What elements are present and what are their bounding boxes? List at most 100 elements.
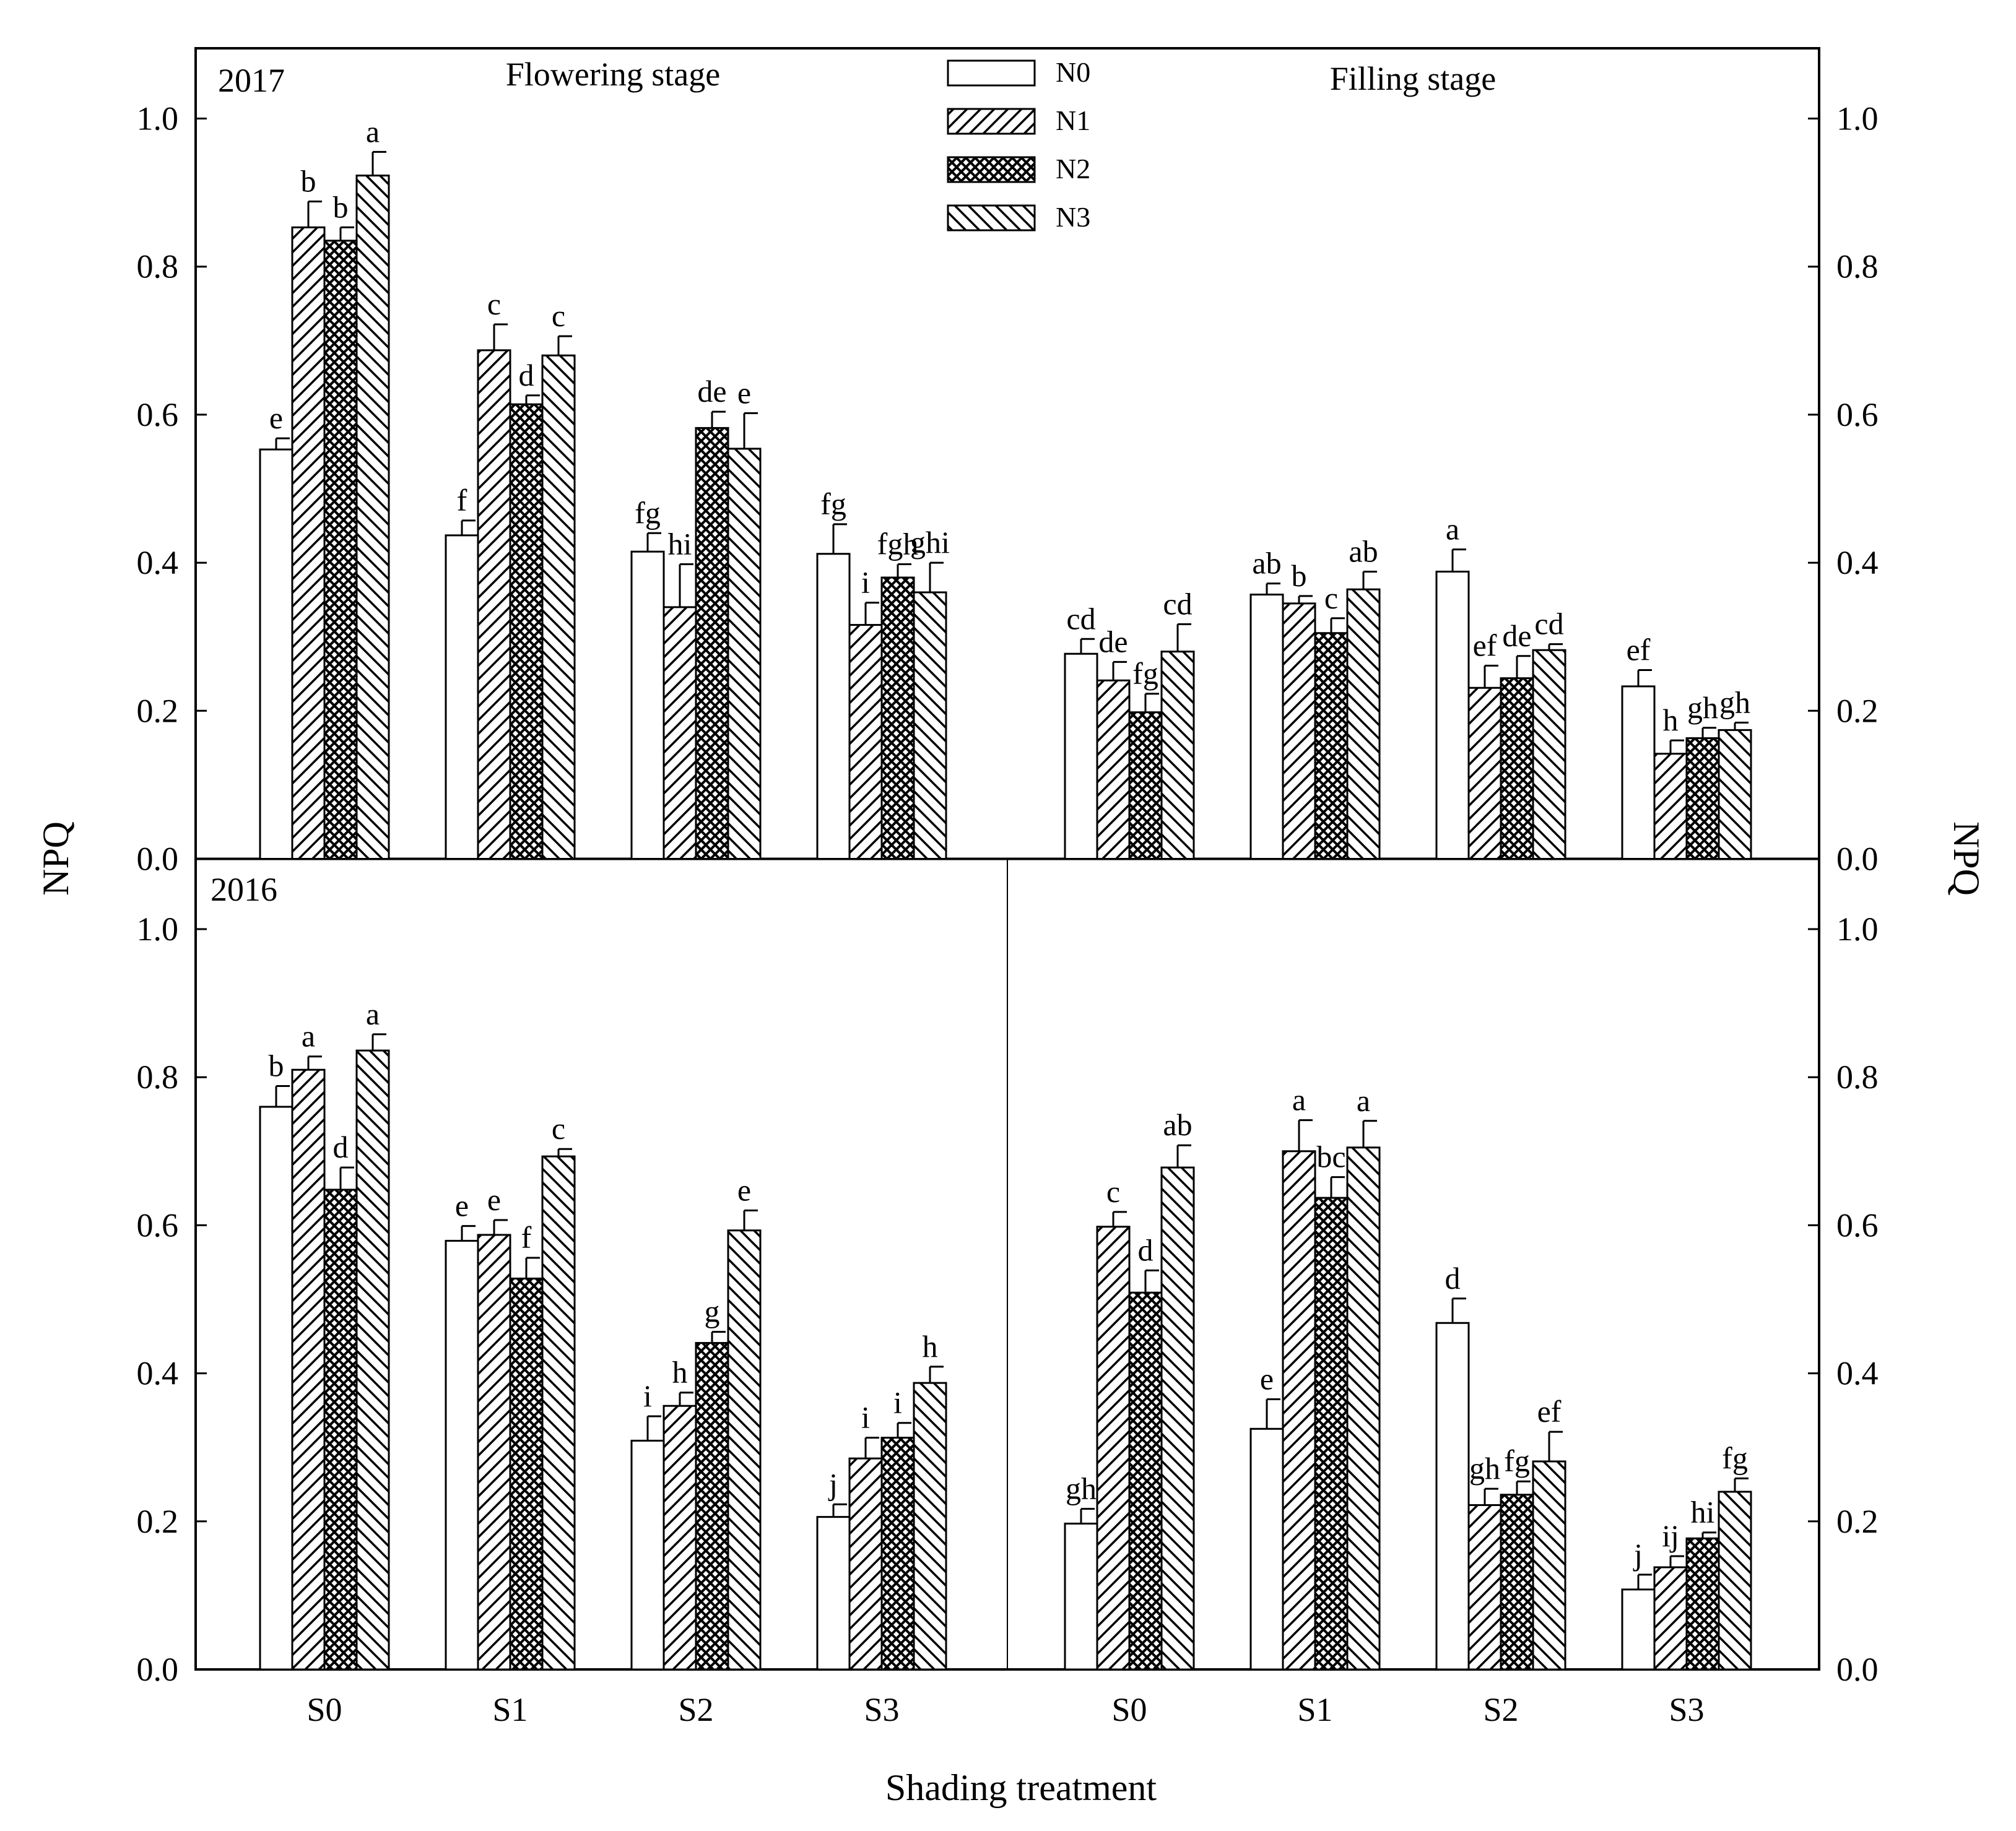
bar-2017-filling-S3-N1 [1653,753,1688,860]
y-tick-label-left: 1.0 [137,911,179,948]
bar-2016-flowering-S3-N1 [848,1457,883,1671]
bar-2016-filling-S0-N1 [1096,1226,1131,1671]
category-labels: S0 S1 S2 S3 S0 S1 S2 S3 [306,1691,1704,1728]
significance-label: e [737,1172,751,1207]
bar-2017-flowering-S2-N2 [695,426,729,860]
stage-title-filling: Filling stage [1330,60,1497,97]
bar-2016-filling-S1-N1 [1282,1150,1316,1671]
significance-label: fg [820,487,846,521]
significance-label: a [366,997,380,1031]
y-tick-label-left: 0.4 [137,1355,179,1392]
significance-label: a [1292,1083,1306,1117]
significance-label: gh [1469,1451,1500,1486]
bar-2017-flowering-S1-N0 [445,534,479,860]
bar-2017-filling-S2-N1 [1467,686,1502,860]
significance-label: h [923,1329,938,1364]
significance-label: fg [1722,1440,1748,1475]
bar-2016-filling-S1-N0 [1249,1427,1284,1671]
bar-2016-flowering-S2-N1 [663,1405,697,1671]
significance-label: d [1138,1232,1154,1267]
bar-2017-flowering-S1-N1 [477,349,511,860]
y-tick-label-left: 1.0 [137,100,179,137]
bar-2017-flowering-S0-N3 [355,175,390,860]
y-tick-label-right: 0.4 [1836,544,1879,581]
significance-label: ghi [910,525,950,560]
significance-label: c [552,1111,565,1146]
significance-label: de [1502,618,1531,653]
significance-label: cd [1066,601,1095,636]
bar-2016-filling-S3-N2 [1685,1537,1720,1671]
bar-2016-flowering-S2-N3 [727,1229,762,1671]
significance-label: d [333,1130,349,1164]
x-tick-label: S1 [492,1691,528,1728]
bar-2016-filling-S2-N3 [1532,1460,1566,1671]
significance-label: ij [1662,1518,1679,1553]
bar-2017-flowering-S2-N3 [727,448,762,860]
x-tick-label: S2 [1483,1691,1518,1728]
significance-label: fg [1504,1444,1530,1478]
significance-label: i [861,565,870,600]
bar-2016-filling-S2-N0 [1435,1322,1470,1671]
bar-2017-filling-S0-N1 [1096,679,1131,860]
bar-2016-flowering-S1-N3 [541,1155,576,1671]
bar-2016-flowering-S1-N2 [509,1278,544,1671]
y-tick-label-right: 0.2 [1836,1503,1879,1540]
y-tick-label-right: 0.8 [1836,1058,1879,1096]
significance-label: ef [1627,633,1651,667]
bar-2016-filling-S2-N2 [1500,1494,1534,1671]
bar-2016-flowering-S3-N0 [816,1516,851,1671]
panel-year-label-bottom: 2016 [211,871,277,908]
y-tick-label-left: 0.2 [137,1503,179,1540]
legend-swatch-N0 [947,59,1036,87]
bar-2016-filling-S3-N0 [1621,1588,1656,1671]
significance-label: c [552,298,565,333]
significance-label: cd [1534,607,1563,641]
significance-label: d [1445,1261,1461,1296]
significance-label: gh [1687,690,1718,725]
significance-label: de [697,374,726,409]
y-tick-label-left: 0.0 [137,841,179,878]
significance-label: f [457,483,467,517]
bar-2016-filling-S0-N2 [1128,1291,1163,1671]
x-tick-label: S0 [1111,1691,1147,1728]
bar-2017-flowering-S3-N3 [913,591,947,860]
y-tick-label-right: 0.6 [1836,396,1879,433]
bar-2017-filling-S1-N1 [1282,602,1316,860]
significance-label: e [487,1182,501,1217]
bar-2017-flowering-S3-N0 [816,553,851,860]
y-tick-label-right: 0.0 [1836,841,1879,878]
significance-label: hi [668,526,692,561]
significance-label: e [269,400,283,435]
significance-label: gh [1066,1471,1097,1505]
bar-2016-filling-S3-N1 [1653,1566,1688,1671]
y-tick-label-right: 0.6 [1836,1206,1879,1244]
bar-2017-flowering-S1-N2 [509,403,544,860]
y-axis-title-left: NPQ [35,821,76,896]
significance-label: cd [1163,586,1192,621]
significance-label: j [828,1466,838,1501]
bar-2016-flowering-S3-N3 [913,1382,947,1671]
bar-2017-flowering-S0-N0 [259,448,293,860]
y-tick-label-right: 1.0 [1836,100,1879,137]
bar-2017-flowering-S1-N3 [541,354,576,860]
x-tick-label: S0 [306,1691,342,1728]
significance-label: i [893,1385,902,1420]
significance-label: ef [1473,628,1497,662]
bar-2017-flowering-S3-N2 [880,576,915,860]
bar-2016-filling-S1-N2 [1314,1197,1349,1671]
legend-swatch-N3 [947,204,1036,232]
legend: N0 N1 N2 N3 [947,56,1090,233]
bar-2016-filling-S1-N3 [1346,1146,1381,1671]
significance-label: a [302,1019,315,1054]
y-tick-label-right: 0.8 [1836,248,1879,285]
bar-2017-filling-S0-N0 [1064,652,1098,860]
y-axis-title-right: NPQ [1946,821,1987,896]
bar-2016-flowering-S2-N0 [630,1439,665,1671]
bar-2017-filling-S3-N2 [1685,737,1720,860]
significance-label: e [1260,1361,1274,1396]
significance-label: f [521,1220,532,1255]
y-tick-label-left: 0.8 [137,1058,179,1096]
significance-label: fg [1132,656,1158,691]
bar-2016-filling-S3-N3 [1718,1491,1752,1671]
legend-label-N0: N0 [1056,56,1090,88]
